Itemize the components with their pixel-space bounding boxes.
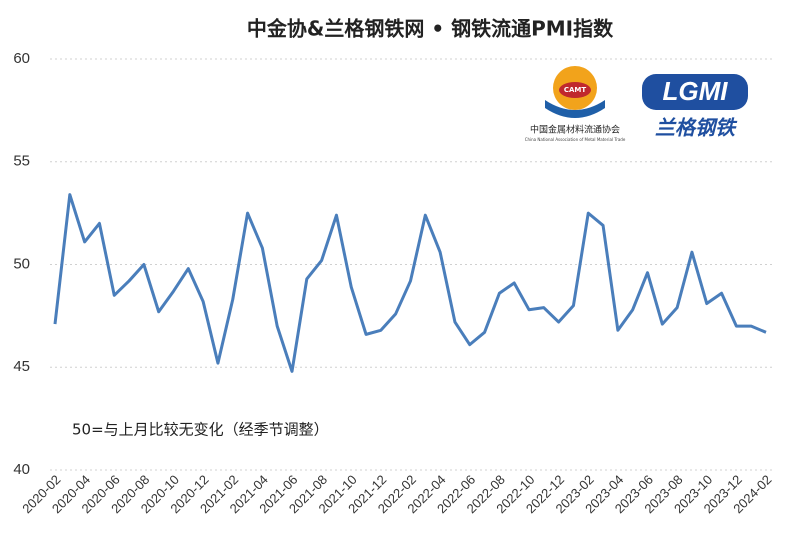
logo-english: China National Association of Metal Mate… [525,137,626,142]
chart-title: 中金协&兰格钢铁网 • 钢铁流通PMI指数 [247,17,614,41]
logo-wave [545,100,605,118]
y-tick-label: 60 [13,50,30,67]
y-tick-label: 45 [13,358,30,375]
data-line [53,193,767,373]
logo-badge [559,82,591,98]
logo-text: LGMI [663,76,729,106]
logo-shape [642,74,748,110]
logo-name: 兰格钢铁 [655,116,738,140]
y-tick-label: 50 [13,255,30,272]
logo-name: 中国金属材料流通协会 [530,124,620,136]
y-tick-label: 40 [13,461,30,478]
logo-text: CAMT [564,86,587,94]
annotation: 50=与上月比较无变化（经季节调整） [72,421,329,439]
y-tick-label: 55 [13,153,30,170]
camt-logo: CAMT 中国金属材料流通协会 China National Associati… [525,66,626,142]
lgmi-logo: LGMI 兰格钢铁 [642,74,748,140]
